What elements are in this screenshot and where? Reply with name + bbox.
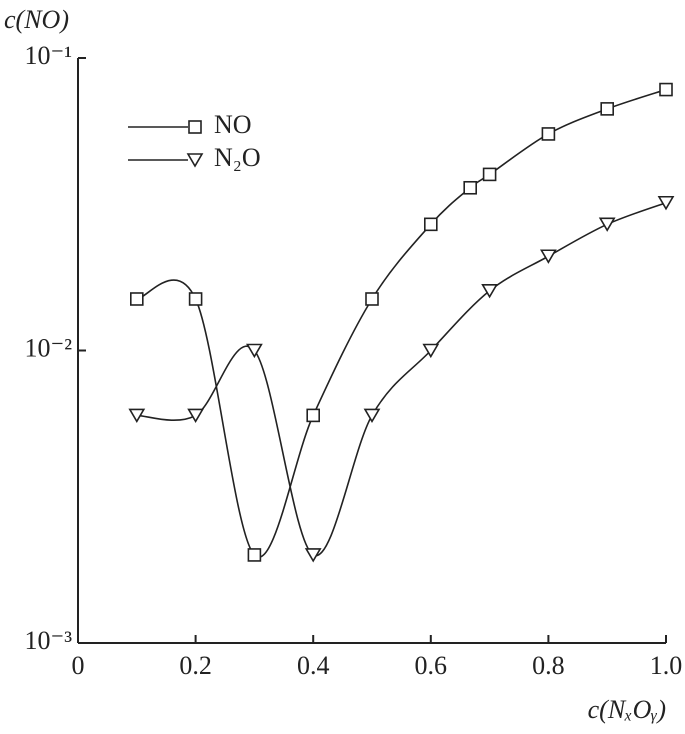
data-point [188, 292, 203, 306]
legend-marker [186, 153, 204, 168]
data-point [246, 343, 263, 359]
data-point [130, 292, 144, 306]
data-point [482, 167, 497, 182]
data-point [422, 343, 440, 359]
y-tick-label: 10⁻³ [24, 626, 72, 655]
data-point [304, 548, 322, 563]
x-tick-label: 0.2 [179, 651, 212, 680]
x-tick-label: 0.6 [415, 651, 448, 680]
legend-marker [188, 120, 202, 134]
x-tick-label: 0 [72, 651, 85, 680]
data-point [128, 408, 146, 423]
data-point [423, 217, 438, 232]
data-point [540, 249, 557, 264]
data-point [598, 217, 616, 232]
data-point [481, 283, 498, 299]
data-point [363, 408, 381, 423]
data-point [247, 548, 262, 562]
data-point [657, 195, 675, 211]
data-point [600, 102, 615, 116]
series-line [136, 201, 667, 557]
x-tick-label: 0.8 [532, 651, 565, 680]
x-axis-label: c(NₓOᵧ) [588, 695, 666, 724]
data-point [306, 408, 321, 423]
data-point [463, 180, 477, 195]
x-tick-label: 0.4 [297, 651, 330, 680]
legend-label: N₂O [214, 143, 261, 172]
data-point [365, 292, 379, 306]
y-axis-label: c(NO) [4, 5, 69, 34]
data-point [187, 408, 204, 423]
data-point [659, 82, 673, 97]
x-tick-label: 1.0 [650, 651, 683, 680]
data-point [541, 127, 556, 141]
y-tick-label: 10⁻¹ [24, 41, 72, 70]
y-tick-label: 10⁻² [24, 333, 72, 362]
legend-label: NO [214, 110, 252, 139]
